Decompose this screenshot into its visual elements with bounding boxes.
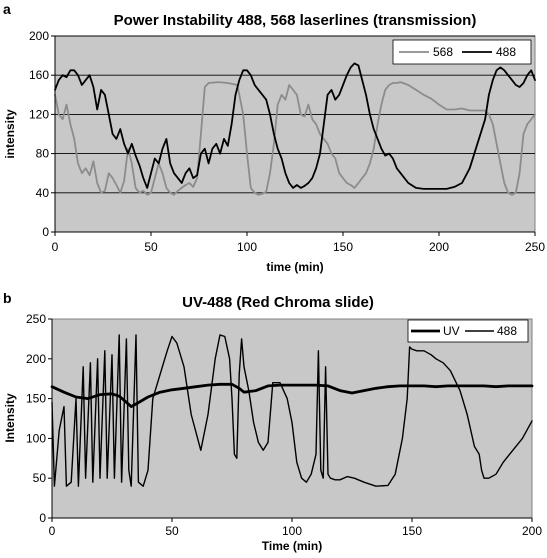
series-line-568 [54, 81, 536, 196]
x-tick-label: 100 [282, 524, 302, 538]
x-tick-label: 0 [49, 524, 56, 538]
panel-a-letter: a [3, 1, 11, 17]
y-tick-label: 80 [36, 147, 50, 161]
series-line-488 [54, 62, 536, 190]
y-tick-label: 120 [29, 107, 49, 121]
x-tick-label: 200 [522, 524, 542, 538]
y-tick-label: 200 [29, 29, 49, 43]
y-tick-label: 0 [42, 225, 49, 239]
y-tick-label: 100 [26, 431, 46, 445]
y-tick-label: 50 [33, 471, 47, 485]
x-tick-label: 150 [333, 240, 353, 254]
y-tick-label: 150 [26, 392, 46, 406]
series-line-488 [51, 334, 533, 487]
y-tick-label: 200 [26, 352, 46, 366]
x-tick-label: 50 [165, 524, 179, 538]
x-tick-label: 200 [429, 240, 449, 254]
chart-a-series [54, 62, 536, 196]
x-tick-label: 150 [402, 524, 422, 538]
chart-b-title: UV-488 (Red Chroma slide) [182, 294, 374, 311]
y-tick-label: 40 [36, 186, 50, 200]
chart-b-plot-area [51, 318, 533, 519]
chart-b-legend-label-uv: UV [443, 324, 460, 338]
chart-a-x-ticks: 0 50 100 150 200 250 [52, 232, 545, 254]
chart-a-legend: 568 488 [392, 39, 532, 65]
chart-a-plot-area [54, 35, 536, 233]
panel-b-chart: b UV-488 (Red Chroma slide) 0 50 100 150 200… [3, 290, 542, 553]
chart-a-y-ticks: 0 40 80 120 160 200 [29, 29, 55, 239]
chart-b-series [50, 334, 534, 487]
x-tick-label: 250 [525, 240, 545, 254]
y-tick-label: 0 [39, 511, 46, 525]
y-tick-label: 250 [26, 312, 46, 326]
panel-a-chart: a Power Instability 488, 568 laserlines … [3, 1, 545, 274]
chart-a-title: Power Instability 488, 568 laserlines (t… [114, 12, 477, 29]
x-tick-label: 100 [237, 240, 257, 254]
chart-a-y-axis-label: intensity [3, 109, 17, 159]
chart-b-legend-label-488: 488 [497, 324, 517, 338]
chart-a-legend-label-568: 568 [433, 45, 453, 59]
chart-b-x-axis-label: Time (min) [262, 539, 322, 553]
chart-b-y-axis-label: Intensity [3, 393, 17, 443]
panel-b-letter: b [3, 290, 12, 306]
y-tick-label: 160 [29, 68, 49, 82]
x-tick-label: 0 [52, 240, 59, 254]
chart-a-legend-label-488: 488 [496, 45, 516, 59]
chart-b-x-ticks: 0 50 100 150 200 [49, 518, 542, 538]
chart-b-legend: UV 488 [407, 319, 529, 343]
chart-b-y-ticks: 0 50 100 150 200 250 [26, 312, 52, 525]
x-tick-label: 50 [144, 240, 158, 254]
series-line-uv [50, 382, 534, 409]
chart-a-x-axis-label: time (min) [266, 260, 323, 274]
